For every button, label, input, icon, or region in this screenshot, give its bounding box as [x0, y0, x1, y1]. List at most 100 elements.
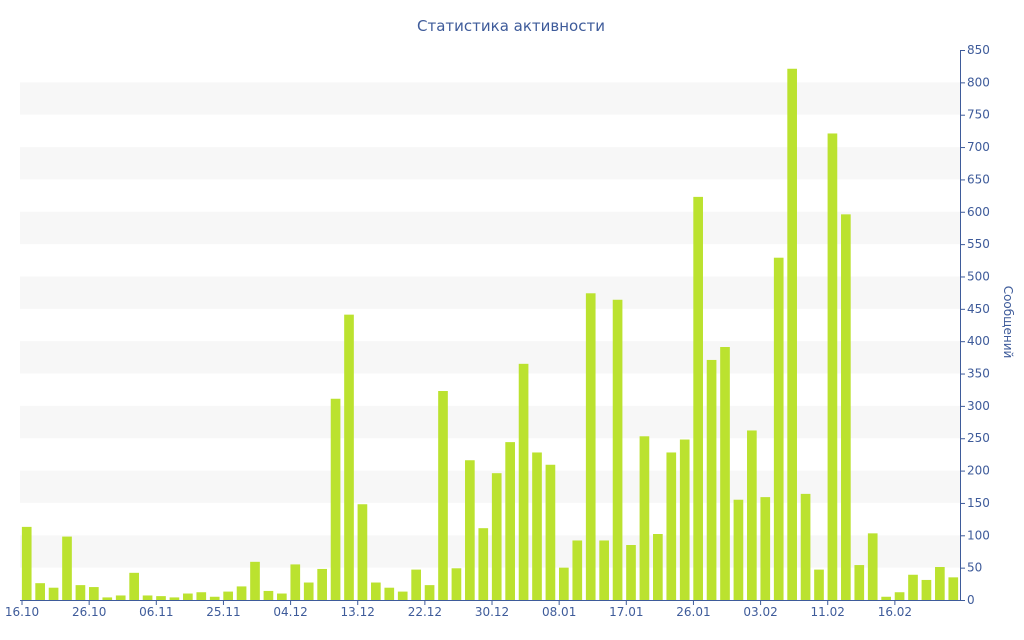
bar[interactable] — [679, 439, 690, 600]
bar[interactable] — [303, 582, 314, 600]
bar[interactable] — [585, 293, 596, 600]
bar[interactable] — [75, 585, 86, 600]
x-tick-label: 13.12 — [341, 605, 375, 619]
bar[interactable] — [209, 596, 220, 600]
bar[interactable] — [156, 596, 166, 600]
bar[interactable] — [867, 533, 878, 600]
y-tick-label: 700 — [967, 140, 990, 154]
background-band — [20, 82, 960, 115]
bar[interactable] — [854, 565, 865, 600]
bar[interactable] — [545, 464, 556, 600]
x-tick-label: 06.11 — [139, 605, 173, 619]
bar[interactable] — [505, 442, 515, 600]
x-tick-label: 04.12 — [273, 605, 307, 619]
bar[interactable] — [518, 363, 529, 600]
background-band — [20, 211, 960, 245]
bar[interactable] — [841, 214, 851, 600]
bar[interactable] — [572, 540, 583, 600]
bar[interactable] — [89, 587, 99, 600]
bar[interactable] — [814, 569, 824, 600]
bar[interactable] — [250, 561, 260, 600]
bar[interactable] — [478, 528, 489, 600]
bar[interactable] — [451, 568, 462, 600]
bar[interactable] — [639, 436, 650, 600]
bar[interactable] — [532, 452, 542, 600]
bar[interactable] — [384, 587, 395, 600]
x-tick-label: 25.11 — [206, 605, 240, 619]
bar[interactable] — [142, 595, 153, 600]
bar[interactable] — [935, 567, 945, 600]
bar[interactable] — [277, 593, 287, 600]
bar[interactable] — [948, 577, 959, 600]
chart-title: Статистика активности — [417, 17, 605, 35]
y-tick-label: 450 — [967, 302, 990, 316]
bar[interactable] — [317, 568, 327, 600]
background-bands — [20, 82, 960, 568]
y-tick-label: 550 — [967, 237, 990, 251]
bar[interactable] — [706, 359, 717, 600]
bar[interactable] — [183, 593, 193, 600]
y-tick-label: 400 — [967, 334, 990, 348]
bar[interactable] — [653, 534, 663, 600]
bar[interactable] — [263, 590, 274, 600]
bar[interactable] — [720, 347, 730, 600]
bar[interactable] — [129, 572, 139, 600]
bar[interactable] — [236, 586, 247, 600]
x-tick-label: 26.10 — [72, 605, 106, 619]
bar[interactable] — [48, 587, 59, 600]
bar[interactable] — [626, 545, 636, 600]
bar[interactable] — [612, 299, 623, 600]
bar[interactable] — [290, 564, 301, 600]
background-band — [20, 470, 960, 503]
bar[interactable] — [424, 585, 435, 600]
bar[interactable] — [921, 579, 932, 600]
y-tick-label: 100 — [967, 528, 990, 542]
y-tick-label: 500 — [967, 269, 990, 283]
background-band — [20, 341, 960, 374]
bar[interactable] — [330, 398, 341, 600]
x-tick-label: 08.01 — [542, 605, 576, 619]
bar[interactable] — [599, 540, 609, 600]
y-tick-label: 650 — [967, 172, 990, 186]
bar[interactable] — [115, 595, 126, 600]
bar[interactable] — [169, 597, 180, 600]
x-tick-label: 11.02 — [811, 605, 845, 619]
bar[interactable] — [35, 583, 45, 600]
y-tick-label: 600 — [967, 205, 990, 219]
bar[interactable] — [733, 499, 744, 600]
bar[interactable] — [881, 596, 891, 600]
bar[interactable] — [465, 460, 475, 600]
bar[interactable] — [800, 493, 811, 600]
bar[interactable] — [438, 391, 448, 600]
bar[interactable] — [102, 597, 113, 600]
bar[interactable] — [827, 133, 838, 600]
x-tick-label: 30.12 — [475, 605, 509, 619]
y-tick-label: 0 — [967, 593, 975, 607]
x-tick-label: 03.02 — [743, 605, 777, 619]
bar[interactable] — [693, 196, 703, 600]
x-tick-label: 16.02 — [878, 605, 912, 619]
bar[interactable] — [491, 473, 502, 600]
bar[interactable] — [787, 68, 797, 600]
bar[interactable] — [559, 567, 569, 600]
background-band — [20, 276, 960, 309]
bar[interactable] — [344, 314, 354, 600]
bar[interactable] — [62, 536, 72, 600]
bars-group — [21, 68, 959, 600]
bar[interactable] — [371, 582, 381, 600]
bar[interactable] — [773, 257, 784, 600]
bar[interactable] — [357, 504, 368, 600]
bar[interactable] — [223, 591, 233, 600]
bar[interactable] — [666, 452, 677, 600]
bar[interactable] — [411, 569, 421, 600]
bar[interactable] — [747, 430, 757, 600]
x-ticks-group: 16.10 26.10 06.11 25.11 04.12 13.12 22.12 30.12… — [5, 600, 912, 619]
bar[interactable] — [397, 591, 408, 600]
bar[interactable] — [196, 592, 207, 600]
bar[interactable] — [21, 526, 32, 600]
bar[interactable] — [908, 574, 918, 600]
y-ticks-group: 0 50 100 150 200 250 300 350 400 450 500 550 600 650 7… — [960, 43, 990, 607]
x-tick-label: 26.01 — [676, 605, 710, 619]
bar[interactable] — [760, 497, 771, 600]
bar[interactable] — [894, 592, 905, 600]
